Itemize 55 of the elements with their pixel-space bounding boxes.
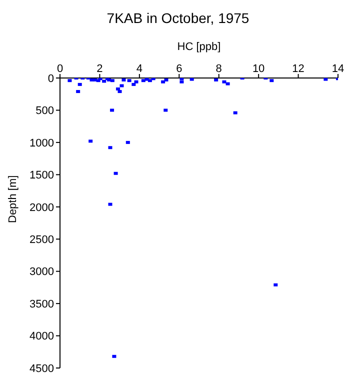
point bbox=[112, 354, 116, 358]
point bbox=[222, 80, 226, 84]
x-tick-label: 4 bbox=[136, 63, 142, 75]
point bbox=[127, 79, 132, 82]
y-tick-label: 2500 bbox=[30, 234, 54, 246]
point bbox=[270, 79, 274, 82]
point bbox=[114, 172, 118, 175]
point bbox=[132, 82, 136, 86]
x-tick-label: 0 bbox=[56, 63, 64, 75]
y-tick-label: 2000 bbox=[30, 202, 54, 214]
x-tick-label: 8 bbox=[216, 63, 222, 75]
y-tick-label: 4500 bbox=[30, 362, 54, 375]
point bbox=[102, 80, 106, 83]
x-tick-label: 2 bbox=[96, 63, 103, 75]
point bbox=[126, 140, 130, 144]
y-tick-label: 0 bbox=[48, 72, 54, 85]
point bbox=[161, 80, 166, 84]
point bbox=[110, 108, 114, 112]
point bbox=[274, 283, 278, 286]
point bbox=[88, 140, 93, 143]
point bbox=[226, 82, 230, 86]
point bbox=[324, 78, 328, 81]
point bbox=[122, 78, 126, 82]
y-tick-label: 1500 bbox=[30, 170, 54, 182]
x-tick-label: 14 bbox=[332, 63, 344, 75]
y-tick-label: 1000 bbox=[30, 137, 54, 150]
point bbox=[164, 108, 168, 112]
point bbox=[134, 80, 138, 84]
x-tick-label: 12 bbox=[292, 63, 304, 75]
chart-title: 7KAB in October, 1975 bbox=[106, 9, 250, 28]
point bbox=[78, 82, 82, 86]
point bbox=[108, 146, 112, 150]
y-tick-label: 3000 bbox=[30, 266, 54, 278]
point bbox=[120, 84, 124, 88]
x-axis-title: HC [ppb] bbox=[177, 41, 221, 53]
y-axis-title: Depth [m] bbox=[6, 175, 19, 223]
x-tick-label: 10 bbox=[252, 63, 265, 75]
point bbox=[118, 90, 122, 94]
point bbox=[141, 79, 146, 82]
x-tick-label: 6 bbox=[176, 63, 182, 75]
point bbox=[76, 90, 80, 94]
point bbox=[190, 78, 194, 81]
point bbox=[68, 79, 72, 82]
point bbox=[108, 202, 112, 206]
point bbox=[214, 78, 218, 82]
y-tick-label: 500 bbox=[36, 105, 54, 118]
point bbox=[148, 79, 152, 82]
point bbox=[164, 78, 168, 82]
point bbox=[92, 78, 97, 82]
y-tick-label: 3500 bbox=[30, 298, 54, 310]
point bbox=[110, 79, 114, 82]
point bbox=[180, 80, 184, 84]
y-tick-label: 4000 bbox=[30, 330, 54, 343]
point bbox=[116, 87, 120, 90]
point bbox=[233, 111, 238, 114]
